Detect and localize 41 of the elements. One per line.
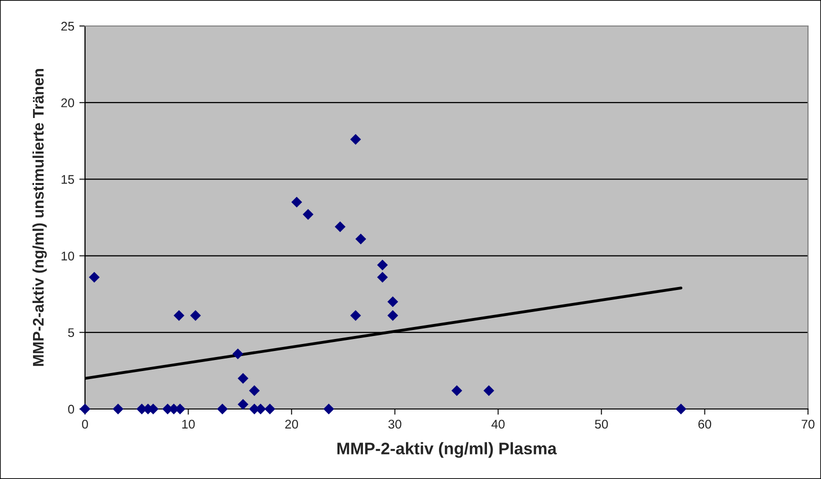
point xyxy=(238,372,248,384)
point xyxy=(676,404,686,414)
y-tick-label: 0 xyxy=(68,404,74,414)
point xyxy=(264,404,276,414)
point xyxy=(302,209,314,220)
point xyxy=(232,348,244,360)
y-tick-label: 20 xyxy=(61,98,74,108)
y-tick-label: 15 xyxy=(62,175,74,184)
y-tick-label: 5 xyxy=(68,328,74,338)
point xyxy=(350,134,361,145)
point xyxy=(387,310,398,321)
point xyxy=(80,404,90,414)
y-axis-title: MMP-2-aktiv (ng/ml) unstimulierte Tränen xyxy=(32,69,47,366)
point xyxy=(190,310,201,321)
y-tick-label: 10 xyxy=(62,252,74,260)
point xyxy=(483,385,494,396)
x-tick-label: 70 xyxy=(802,420,814,429)
x-tick-label: 50 xyxy=(594,420,608,429)
y-tick-label: 25 xyxy=(61,22,74,31)
x-tick-label: 40 xyxy=(491,420,505,429)
x-tick-label: 60 xyxy=(698,420,712,429)
point xyxy=(350,310,361,321)
point xyxy=(216,404,228,414)
point xyxy=(238,399,248,410)
point xyxy=(377,272,388,283)
x-tick-label: 30 xyxy=(388,420,402,429)
point xyxy=(174,310,184,321)
x-axis-title: MMP-2-aktiv (ng/ml) Plasma xyxy=(337,442,557,458)
x-tick-label: 0 xyxy=(82,420,88,429)
point xyxy=(387,296,398,308)
point xyxy=(377,260,388,270)
point xyxy=(88,272,100,283)
point xyxy=(334,221,346,232)
point xyxy=(291,196,302,208)
point xyxy=(355,234,366,244)
point xyxy=(451,385,462,396)
point xyxy=(249,385,260,396)
x-tick-label: 20 xyxy=(285,420,298,429)
point xyxy=(323,404,334,414)
point xyxy=(112,404,124,414)
x-tick-label: 10 xyxy=(182,420,195,429)
